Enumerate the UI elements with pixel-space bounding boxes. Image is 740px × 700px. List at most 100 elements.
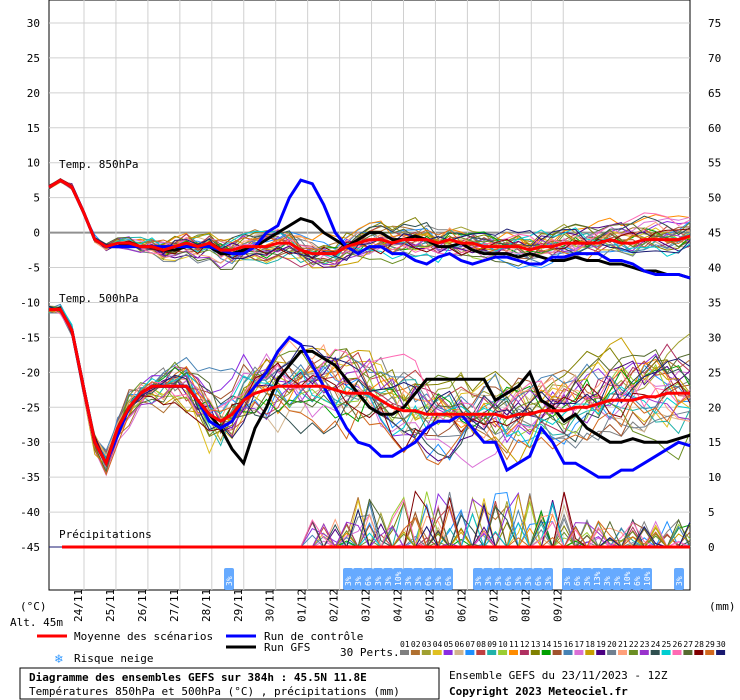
ensemble-line-t500 bbox=[48, 307, 691, 464]
legend-snow: Risque neige bbox=[74, 652, 153, 665]
y-left-tick: -35 bbox=[20, 471, 40, 484]
pert-number: 17 bbox=[574, 640, 584, 649]
y-right-tick: 20 bbox=[708, 401, 721, 414]
snow-risk-value: 6% bbox=[573, 576, 582, 586]
snow-risk-value: 13% bbox=[593, 571, 602, 586]
label-precip: Précipitations bbox=[59, 528, 152, 541]
snow-badge bbox=[383, 568, 393, 590]
pert-swatch bbox=[465, 650, 475, 655]
snow-risk-value: 3% bbox=[384, 576, 393, 586]
legend-mean: Moyenne des scénarios bbox=[74, 630, 213, 643]
pert-number: 18 bbox=[585, 640, 595, 649]
plot-frame bbox=[48, 0, 691, 591]
snow-risk-value: 3% bbox=[434, 576, 443, 586]
snow-risk-value: 3% bbox=[494, 576, 503, 586]
snow-risk-value: 3% bbox=[603, 576, 612, 586]
snow-risk-value: 6% bbox=[444, 576, 453, 586]
pert-number: 23 bbox=[640, 640, 650, 649]
pert-number: 01 bbox=[400, 640, 410, 649]
y-left-tick: 10 bbox=[27, 157, 40, 170]
pert-number: 24 bbox=[651, 640, 661, 649]
snow-badge bbox=[473, 568, 483, 590]
ensemble-line-t500 bbox=[48, 309, 691, 476]
snow-badge bbox=[602, 568, 612, 590]
y-right-tick: 30 bbox=[708, 331, 721, 344]
y-right-tick: 55 bbox=[708, 157, 721, 170]
pert-swatch bbox=[672, 650, 682, 655]
snow-risk-value: 10% bbox=[394, 571, 403, 586]
snow-badge bbox=[622, 568, 632, 590]
y-left-tick: -20 bbox=[20, 366, 40, 379]
y-right-tick: 65 bbox=[708, 87, 721, 100]
x-tick-label: 29/11 bbox=[232, 589, 245, 622]
pert-number: 04 bbox=[433, 640, 443, 649]
y-right-tick: 5 bbox=[708, 506, 715, 519]
snow-badge bbox=[343, 568, 353, 590]
snow-risk-value: 6% bbox=[534, 576, 543, 586]
perturbation-legend: 01 02 03 04 05 06 07 08 09 10 11 12 13 14 15 16 17 18 19 20… bbox=[400, 640, 726, 655]
snow-risk-value: 3% bbox=[404, 576, 413, 586]
snow-risk-value: 3% bbox=[544, 576, 553, 586]
pert-number: 07 bbox=[465, 640, 475, 649]
ensemble-line-t500 bbox=[48, 310, 691, 465]
y-right-tick: 15 bbox=[708, 436, 721, 449]
legend-perts: 30 Perts. bbox=[340, 646, 400, 659]
snow-risk-value: 3% bbox=[675, 576, 684, 586]
pert-swatch bbox=[509, 650, 518, 655]
snow-badge bbox=[363, 568, 373, 590]
y-left-tick: -5 bbox=[27, 262, 40, 275]
snow-risk-value: 10% bbox=[623, 571, 632, 586]
pert-swatch bbox=[487, 650, 497, 655]
label-t500: Temp. 500hPa bbox=[59, 292, 138, 305]
pert-number: 10 bbox=[498, 640, 508, 649]
pert-swatch bbox=[639, 650, 649, 655]
snow-badge bbox=[562, 568, 572, 590]
pert-number: 03 bbox=[422, 640, 432, 649]
pert-number: 25 bbox=[662, 640, 672, 649]
pert-number: 05 bbox=[444, 640, 454, 649]
x-tick-label: 25/11 bbox=[104, 589, 117, 622]
snow-risk-value: 3% bbox=[613, 576, 622, 586]
y-left-tick: -15 bbox=[20, 331, 40, 344]
snow-risk-value: 3% bbox=[414, 576, 423, 586]
unit-left: (°C) bbox=[20, 600, 47, 613]
snow-risk-value: 3% bbox=[354, 576, 363, 586]
ensemble-line-t500 bbox=[48, 307, 691, 473]
snow-badge bbox=[373, 568, 383, 590]
ensemble-line-t500 bbox=[48, 305, 691, 461]
snow-badge bbox=[582, 568, 592, 590]
pert-number: 29 bbox=[705, 640, 715, 649]
pert-swatch bbox=[618, 650, 627, 655]
pert-number: 09 bbox=[487, 640, 497, 649]
y-right-tick: 60 bbox=[708, 122, 721, 135]
pert-swatch bbox=[498, 650, 508, 655]
pert-number: 06 bbox=[455, 640, 465, 649]
y-right-tick: 75 bbox=[708, 17, 721, 30]
pert-number: 12 bbox=[520, 640, 530, 649]
pert-swatch bbox=[552, 650, 562, 655]
snow-badge bbox=[513, 568, 523, 590]
legend-control: Run de contrôle bbox=[264, 630, 363, 643]
snow-badge bbox=[413, 568, 423, 590]
pert-number: 22 bbox=[629, 640, 639, 649]
y-right-tick: 35 bbox=[708, 296, 721, 309]
pert-swatch bbox=[585, 650, 595, 655]
legend: Moyenne des scénarios Run de contrôle Ru… bbox=[37, 630, 726, 667]
pert-swatch bbox=[432, 650, 442, 655]
x-tick-label: 02/12 bbox=[328, 589, 341, 622]
y-left-tick: 25 bbox=[27, 52, 40, 65]
snow-risk-value: 3% bbox=[474, 576, 483, 586]
pert-number: 20 bbox=[607, 640, 617, 649]
pert-swatch bbox=[596, 650, 606, 655]
snow-risk-value: 6% bbox=[364, 576, 373, 586]
footer-title-box bbox=[19, 667, 440, 700]
pert-swatch bbox=[705, 650, 715, 655]
copyright: Copyright 2023 Meteociel.fr bbox=[449, 685, 628, 698]
pert-number: 15 bbox=[553, 640, 563, 649]
x-tick-label: 28/11 bbox=[200, 589, 213, 622]
snow-badge bbox=[612, 568, 622, 590]
y-left-tick: 20 bbox=[27, 87, 40, 100]
snow-risk-value: 3% bbox=[563, 576, 572, 586]
legend-gfs: Run GFS bbox=[264, 641, 310, 654]
